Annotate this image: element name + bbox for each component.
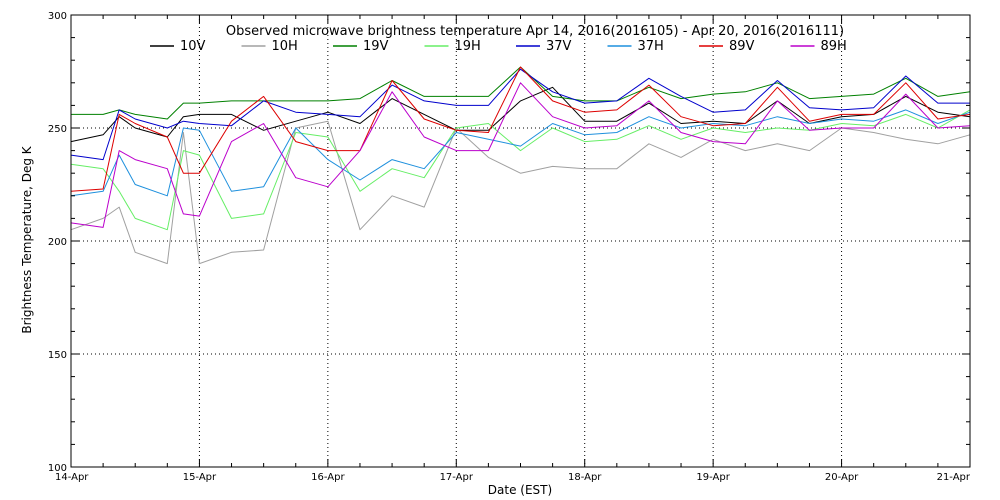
legend: 10V 10H 19V 19H 37V 37H 89V 89H <box>150 39 847 54</box>
x-tick-label: 14-Apr <box>55 472 89 483</box>
series-lines <box>70 66 971 265</box>
y-tick-label: 150 <box>48 350 67 361</box>
x-tick-label: 20-Apr <box>825 472 859 483</box>
legend-item-89v: 89V <box>699 39 755 54</box>
legend-label: 89H <box>821 39 847 54</box>
legend-item-19h: 19H <box>424 39 481 54</box>
legend-label: 19H <box>455 39 481 54</box>
legend-label: 37H <box>638 39 664 54</box>
legend-item-37h: 37H <box>607 39 664 54</box>
series-line-10h <box>70 120 971 265</box>
series-line-37v <box>70 68 970 161</box>
legend-label: 10H <box>272 39 298 54</box>
series-line-89v <box>70 66 971 192</box>
legend-item-10h: 10H <box>241 39 298 54</box>
legend-label: 89V <box>729 39 755 54</box>
grid-lines <box>71 15 970 467</box>
legend-item-37v: 37V <box>516 39 572 54</box>
x-tick-label: 21-Apr <box>937 472 971 483</box>
x-tick-label: 15-Apr <box>183 472 217 483</box>
x-tick-label: 19-Apr <box>696 472 730 483</box>
chart-title: Observed microwave brightness temperatur… <box>226 24 844 39</box>
series-line-37h <box>70 109 971 197</box>
x-tick-label: 16-Apr <box>311 472 345 483</box>
x-axis-ticks: 14-Apr 15-Apr 16-Apr 17-Apr 18-Apr 19-Apr 20-A… <box>55 15 971 483</box>
legend-item-10v: 10V <box>150 39 206 54</box>
x-axis-title: Date (EST) <box>488 483 552 497</box>
x-tick-label: 18-Apr <box>568 472 602 483</box>
y-axis-title: Brightness Temperature, Deg K <box>20 145 34 333</box>
y-tick-label: 250 <box>48 124 67 135</box>
y-tick-label: 200 <box>48 237 67 248</box>
series-line-89h <box>70 82 971 228</box>
y-tick-label: 100 <box>48 463 67 474</box>
series-line-10v <box>70 86 971 143</box>
legend-label: 10V <box>180 39 206 54</box>
legend-item-89h: 89H <box>790 39 847 54</box>
y-axis-ticks: 100 150 200 250 300 <box>48 11 970 474</box>
legend-label: 19V <box>363 39 389 54</box>
y-tick-label: 300 <box>48 11 67 22</box>
legend-item-19v: 19V <box>333 39 389 54</box>
legend-label: 37V <box>546 39 572 54</box>
series-line-19v <box>71 66 971 120</box>
x-tick-label: 17-Apr <box>440 472 474 483</box>
